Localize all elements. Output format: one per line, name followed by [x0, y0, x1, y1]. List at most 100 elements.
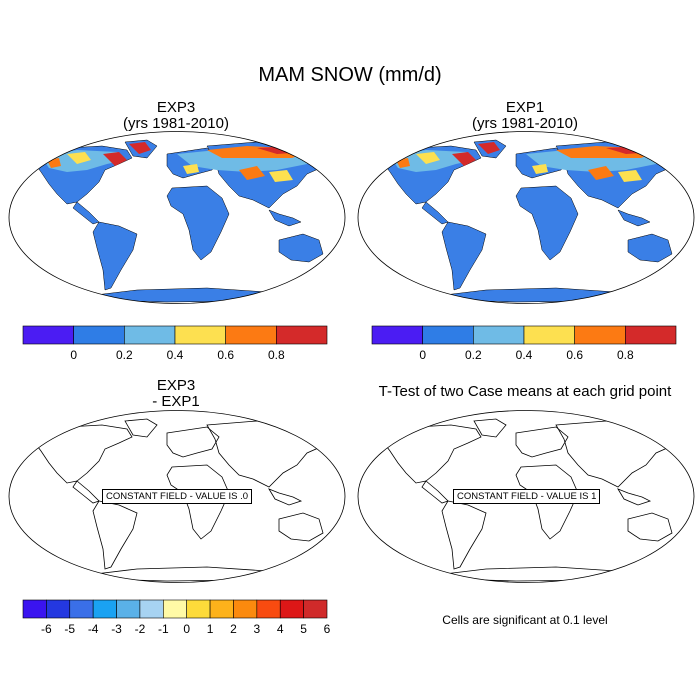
colorbar-swatch: [422, 325, 474, 345]
landmass-antarctica: [435, 287, 657, 303]
colorbar-tick-label: -4: [88, 622, 99, 636]
ttest-constant-field-label: CONSTANT FIELD - VALUE IS 1: [453, 489, 601, 504]
colorbar-tick-label: 0.6: [566, 348, 583, 362]
colorbar-swatch: [209, 599, 234, 619]
diff-constant-field-label: CONSTANT FIELD - VALUE IS .0: [102, 489, 253, 504]
snow-region-8: [183, 164, 199, 174]
landmass-north-america: [34, 424, 133, 484]
colorbar-tick-label: 0.8: [617, 348, 634, 362]
landmass-australia: [627, 233, 673, 263]
colorbar-tick-label: 3: [254, 622, 261, 636]
colorbar-swatch: [473, 325, 525, 345]
colorbar-swatch: [523, 325, 575, 345]
snow-region-10: [618, 170, 642, 182]
map-exp1: [356, 130, 696, 305]
land-group: [383, 139, 682, 303]
landmass-australia: [627, 512, 673, 542]
colorbar-swatch: [124, 325, 176, 345]
colorbar-swatch: [256, 599, 281, 619]
snow-region-1: [67, 152, 91, 164]
map-border: [357, 131, 695, 304]
snow-region-3: [129, 142, 151, 154]
landmass-europe: [515, 426, 569, 458]
landmass-south-america: [92, 221, 138, 291]
landmass-central-america: [72, 201, 100, 225]
panel-diff-title-line1: EXP3: [156, 377, 196, 394]
colorbar-swatch: [139, 599, 164, 619]
colorbar-tick-label: -3: [111, 622, 122, 636]
map-border: [357, 410, 695, 583]
colorbar-swatch: [174, 325, 226, 345]
colorbar-tick-label: 5: [300, 622, 307, 636]
colorbar-swatch: [22, 599, 47, 619]
panel-exp3-title-line2: (yrs 1981-2010): [123, 115, 229, 132]
map-border: [8, 131, 346, 304]
colorbar-tick-label: -1: [158, 622, 169, 636]
landmass-north-america: [383, 424, 482, 484]
landmass-greenland: [473, 418, 507, 438]
colorbar-exp1: 0 0.2 0.4 0.6 0.8: [371, 325, 677, 364]
landmass-asia: [206, 420, 333, 488]
colorbar-tick-label: 0.8: [268, 348, 285, 362]
colorbar-swatch: [303, 599, 328, 619]
snow-region-8: [532, 164, 548, 174]
colorbar-tick-label: 1: [207, 622, 214, 636]
landmass-central-america: [421, 201, 449, 225]
landmass-antarctica: [86, 287, 308, 303]
colorbar-tick-label: 0.2: [116, 348, 133, 362]
colorbar-tick-label: 4: [277, 622, 284, 636]
snow-region-2: [452, 152, 476, 166]
colorbar-diff: -6 -5 -4 -3 -2 -1 0 1 2 3 4 5 6: [22, 599, 331, 638]
landmass-africa: [515, 185, 579, 261]
colorbar-tick-label: 6: [324, 622, 331, 636]
panel-exp1-title-line1: EXP1: [505, 99, 545, 116]
landmass-europe: [166, 426, 220, 458]
landmass-southeast-asia: [617, 209, 651, 227]
colorbar-tick-label: 0.2: [465, 348, 482, 362]
panel-exp3-title-line1: EXP3: [156, 99, 196, 116]
land-group: [34, 139, 333, 303]
snow-region-3: [478, 142, 500, 154]
landmass-africa: [166, 464, 230, 540]
map-ttest: [356, 409, 696, 584]
colorbar-tick-label: 0: [183, 622, 190, 636]
landmass-africa: [166, 185, 230, 261]
snow-region-2: [103, 152, 127, 166]
figure-title: MAM SNOW (mm/d): [258, 64, 442, 86]
colorbar-tick-label: 0.6: [217, 348, 234, 362]
landmass-australia: [278, 233, 324, 263]
landmass-africa: [515, 464, 579, 540]
colorbar-tick-label: 2: [230, 622, 237, 636]
landmass-south-america: [441, 221, 487, 291]
significance-note: Cells are significant at 0.1 level: [442, 613, 608, 627]
snow-region-9: [588, 166, 614, 180]
colorbar-swatch: [276, 325, 328, 345]
landmass-greenland: [124, 418, 158, 438]
colorbar-swatch: [73, 325, 125, 345]
colorbar-swatch: [92, 599, 117, 619]
snow-region-9: [239, 166, 265, 180]
colorbar-swatch: [46, 599, 71, 619]
colorbar-swatch: [163, 599, 187, 619]
landmass-south-america: [92, 500, 138, 570]
colorbar-tick-label: -6: [41, 622, 52, 636]
colorbar-tick-label: 0.4: [516, 348, 533, 362]
landmass-australia: [278, 512, 324, 542]
landmass-central-america: [421, 480, 449, 504]
landmass-southeast-asia: [617, 488, 652, 506]
colorbar-tick-label: 0: [70, 348, 77, 362]
landmass-southeast-asia: [268, 488, 303, 506]
panel-diff-title-line2: - EXP1: [152, 393, 200, 410]
landmass-antarctica: [435, 566, 657, 582]
colorbar-swatch: [574, 325, 626, 345]
colorbar-tick-label: 0.4: [167, 348, 184, 362]
panel-ttest-title: T-Test of two Case means at each grid po…: [378, 383, 672, 400]
map-border: [8, 410, 346, 583]
colorbar-swatch: [22, 325, 74, 345]
snow-region-10: [269, 170, 293, 182]
landmass-asia: [555, 420, 682, 488]
snow-region-1: [416, 152, 440, 164]
panel-exp1-title-line2: (yrs 1981-2010): [472, 115, 578, 132]
landmass-south-america: [441, 500, 487, 570]
panel-exp1-title: EXP1 (yrs 1981-2010): [425, 100, 625, 132]
